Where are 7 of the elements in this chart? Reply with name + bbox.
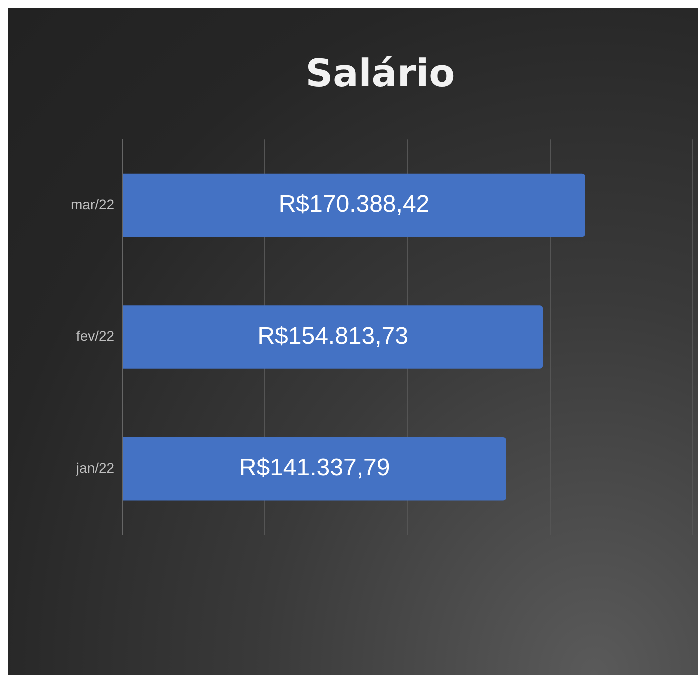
data-label: R$141.337,79 [239, 454, 390, 482]
chart-title: Salário [306, 52, 456, 96]
y-tick-label: fev/22 [76, 328, 115, 344]
data-label: R$154.813,73 [258, 322, 408, 350]
y-tick-label: jan/22 [75, 460, 115, 476]
data-label: R$170.388,42 [278, 191, 430, 218]
y-tick-label: mar/22 [70, 196, 115, 212]
